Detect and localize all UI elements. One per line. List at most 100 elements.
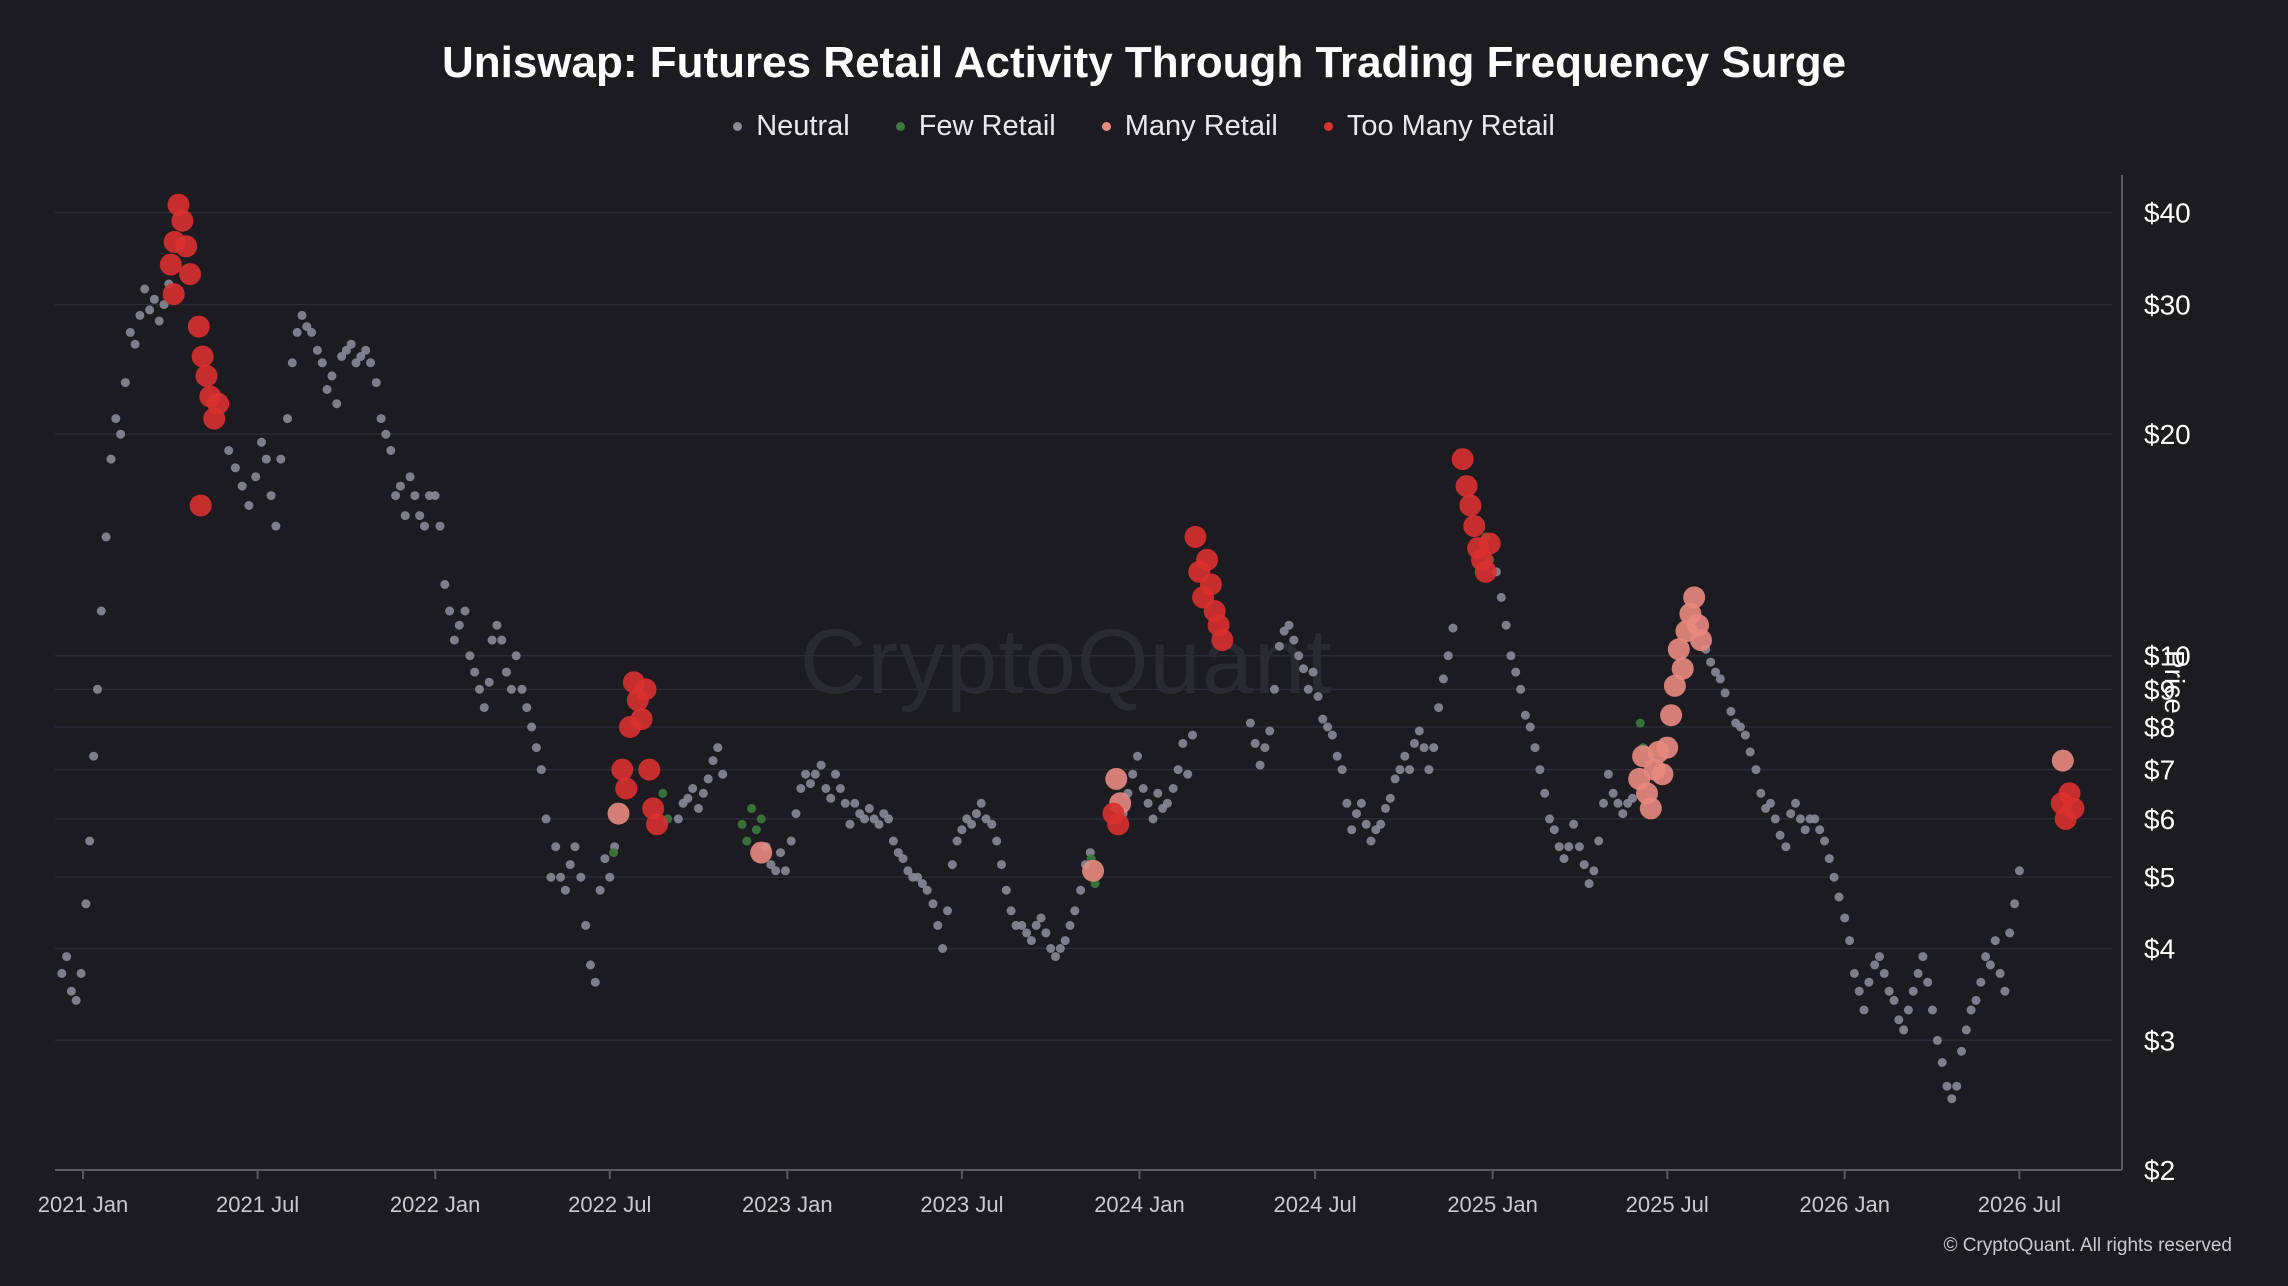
- legend-item-few-retail[interactable]: Few Retail: [895, 110, 1056, 143]
- data-point: [465, 651, 475, 661]
- data-point: [271, 521, 281, 531]
- data-point: [511, 651, 521, 661]
- y-tick-label: $5: [2144, 862, 2175, 893]
- data-point: [2014, 866, 2024, 876]
- data-point: [1845, 936, 1855, 946]
- data-point: [1961, 1025, 1971, 1035]
- series-few-retail: [609, 532, 1648, 889]
- data-point: [1879, 968, 1889, 978]
- data-point: [400, 511, 410, 521]
- data-point: [1168, 784, 1178, 793]
- data-point: [522, 703, 532, 713]
- data-point: [1424, 765, 1434, 775]
- data-point: [845, 819, 855, 829]
- data-point: [484, 677, 494, 687]
- data-point: [175, 235, 198, 258]
- data-point: [307, 327, 317, 337]
- legend-label: Few Retail: [918, 110, 1056, 142]
- legend-item-too-many-retail[interactable]: Too Many Retail: [1323, 110, 1555, 143]
- data-point: [346, 339, 356, 349]
- data-point: [1031, 920, 1041, 930]
- data-point: [120, 378, 130, 388]
- data-point: [337, 352, 347, 361]
- data-point: [913, 872, 923, 882]
- data-point: [1284, 620, 1294, 630]
- data-point: [1545, 814, 1554, 824]
- data-point: [1390, 774, 1400, 784]
- data-point: [1795, 814, 1805, 824]
- data-point: [1060, 936, 1070, 946]
- data-point: [454, 620, 464, 630]
- data-point: [159, 300, 169, 310]
- data-point: [1022, 928, 1032, 938]
- data-point: [475, 684, 484, 694]
- data-point: [1376, 819, 1386, 829]
- data-point: [506, 684, 516, 694]
- data-point: [1540, 788, 1550, 798]
- data-point: [1459, 494, 1482, 517]
- data-point: [531, 743, 541, 753]
- data-point: [791, 809, 801, 819]
- data-point: [1055, 944, 1065, 953]
- data-point: [1451, 448, 1474, 471]
- data-point: [1639, 797, 1662, 820]
- data-point: [1270, 684, 1279, 694]
- data-point: [1070, 906, 1080, 916]
- data-point: [1824, 854, 1834, 864]
- y-axis-title: Price: [2159, 650, 2190, 714]
- data-point: [1525, 722, 1535, 732]
- data-point: [1245, 718, 1255, 728]
- data-point: [237, 481, 247, 491]
- data-point: [806, 779, 815, 789]
- data-point: [317, 358, 327, 368]
- data-point: [430, 491, 440, 501]
- data-point: [1706, 657, 1716, 667]
- data-point: [1775, 830, 1785, 840]
- legend-item-neutral[interactable]: Neutral: [733, 110, 850, 143]
- data-point: [551, 842, 561, 852]
- data-point: [560, 885, 570, 895]
- data-point: [611, 758, 634, 781]
- series-neutral: [57, 279, 2024, 1104]
- data-point: [1448, 623, 1458, 633]
- data-point: [1385, 793, 1395, 803]
- data-point: [171, 209, 194, 232]
- data-point: [1405, 765, 1415, 775]
- data-point: [607, 802, 630, 825]
- axes: [55, 175, 2123, 1179]
- data-point: [101, 532, 111, 542]
- data-point: [162, 283, 185, 306]
- data-point: [928, 899, 938, 909]
- data-point: [1549, 825, 1559, 835]
- data-point: [1781, 842, 1791, 852]
- data-point: [410, 491, 420, 501]
- data-point: [1628, 793, 1637, 803]
- data-point: [1820, 836, 1829, 846]
- data-point: [1875, 952, 1884, 962]
- data-point: [1332, 751, 1342, 761]
- data-point: [860, 814, 869, 824]
- legend-label: Many Retail: [1124, 110, 1278, 142]
- data-point: [1667, 638, 1690, 661]
- data-point: [1337, 765, 1347, 775]
- data-point: [1849, 968, 1859, 978]
- data-point: [1001, 885, 1011, 895]
- data-point: [864, 803, 874, 813]
- data-point: [1834, 892, 1844, 902]
- data-point: [1894, 1015, 1904, 1025]
- data-point: [536, 765, 546, 775]
- data-point: [187, 315, 210, 338]
- data-point: [1683, 586, 1706, 609]
- data-point: [1942, 1081, 1952, 1091]
- data-point: [646, 813, 668, 836]
- data-point: [1506, 651, 1516, 661]
- data-point: [1289, 635, 1299, 645]
- data-point: [1323, 722, 1333, 732]
- data-point: [1036, 913, 1046, 923]
- data-point: [1559, 854, 1569, 864]
- data-point: [224, 446, 234, 455]
- legend-item-many-retail[interactable]: Many Retail: [1101, 110, 1278, 143]
- data-point: [405, 472, 415, 482]
- data-point: [976, 798, 986, 808]
- data-point: [751, 825, 761, 835]
